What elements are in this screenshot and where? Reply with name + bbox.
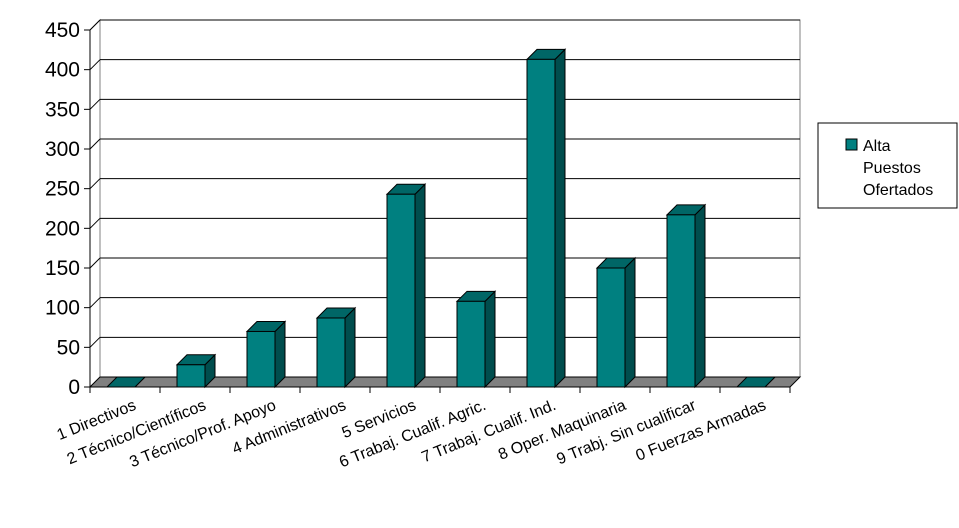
y-tick-label: 300 — [45, 138, 80, 161]
bar-side — [624, 256, 636, 389]
bar — [315, 306, 357, 389]
bar-front — [176, 364, 206, 388]
y-tick-label: 200 — [45, 217, 80, 240]
gridline-side — [89, 336, 101, 348]
bar — [525, 48, 567, 389]
bar — [595, 256, 637, 389]
y-tick-label: 350 — [45, 98, 80, 121]
x-tick-label: 0 Fuerzas Armadas — [633, 397, 768, 465]
bar-front — [666, 214, 696, 388]
y-tick-label: 0 — [68, 376, 80, 399]
gridline-side — [89, 59, 101, 71]
gridline-side — [89, 297, 101, 309]
bar — [385, 183, 427, 389]
bar-front — [386, 193, 416, 388]
bar-side — [274, 320, 286, 389]
chart-walls — [89, 18, 801, 389]
y-tick-label: 100 — [45, 297, 80, 320]
bar-side — [694, 203, 706, 389]
gridline-side — [89, 217, 101, 229]
y-tick-label: 400 — [45, 59, 80, 82]
gridline-side — [89, 138, 101, 150]
bar-side — [484, 290, 496, 389]
bar-front — [246, 330, 276, 388]
bar-front — [526, 58, 556, 388]
gridline-side — [89, 178, 101, 190]
y-tick-label: 250 — [45, 178, 80, 201]
bar-front — [456, 300, 486, 388]
bar-side — [554, 48, 566, 389]
bar-side — [344, 306, 356, 389]
gridline-side — [89, 19, 101, 31]
legend-label-line-1: Alta — [863, 138, 891, 155]
bar — [735, 376, 777, 388]
gridline-side — [89, 257, 101, 269]
legend-label-line-2: Puestos — [863, 160, 921, 177]
legend-label-line-3: Ofertados — [863, 182, 933, 199]
y-tick-label: 150 — [45, 257, 80, 280]
bar-front — [596, 267, 626, 388]
side-wall — [89, 18, 101, 389]
bars — [105, 48, 777, 389]
y-tick-label: 50 — [57, 336, 80, 359]
y-axis: 0 50 100 150 200 250 300 350 400 450 — [45, 19, 91, 399]
gridline-side — [89, 98, 101, 110]
legend-box — [817, 122, 958, 209]
y-tick-label: 450 — [45, 19, 80, 42]
bar — [455, 290, 497, 389]
legend-swatch — [845, 138, 858, 151]
bar-front — [316, 317, 346, 388]
bar — [245, 320, 287, 389]
bar — [665, 203, 707, 389]
legend: Alta Puestos Ofertados — [817, 122, 958, 209]
bar-side — [414, 183, 426, 389]
bar — [175, 353, 217, 389]
